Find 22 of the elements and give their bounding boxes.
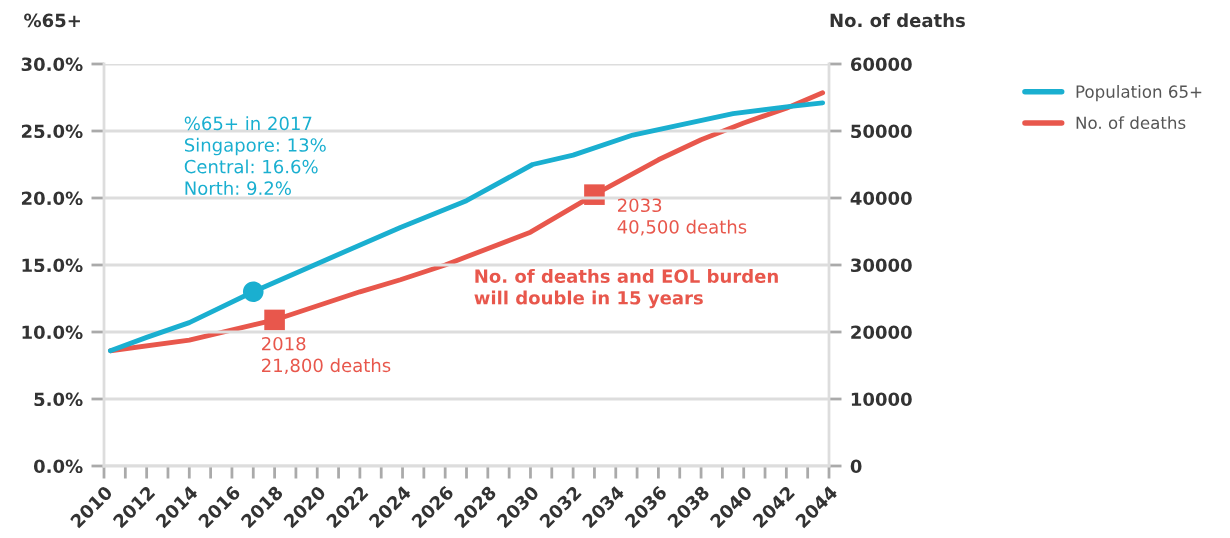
- annotation: 2018 21,800 deaths: [262, 336, 391, 375]
- y-tick-label: 30.0%: [21, 57, 83, 72]
- annotation: 2033 40,500 deaths: [617, 198, 747, 236]
- y-tick-label: 15.0%: [22, 258, 83, 273]
- y-tick-label: 0.0%: [33, 459, 83, 474]
- legend-label: No. of deaths: [1076, 116, 1186, 130]
- y-tick-label: 5.0%: [34, 392, 83, 407]
- y-tick-label: 10.0%: [22, 325, 83, 340]
- legend-label: Population 65+: [1076, 85, 1202, 102]
- y-tick-label: 25.0%: [21, 124, 83, 139]
- y-tick-label: 20.0%: [21, 191, 83, 206]
- y2-tick-label: 30000: [851, 258, 912, 273]
- y2-tick-label: 0: [850, 459, 862, 474]
- annotation: No. of deaths and EOL burden will double in 15 years: [474, 269, 778, 309]
- y2-tick-label: 60000: [850, 57, 912, 72]
- y2-tick-label: 40000: [850, 191, 912, 206]
- y2-axis-title: No. of deaths: [830, 13, 965, 28]
- annotation: %65+ in 2017 Singapore: 13% Central: 16.6% North: 9.2%: [184, 116, 326, 196]
- y2-tick-label: 20000: [851, 325, 912, 340]
- y2-tick-label: 50000: [851, 124, 912, 139]
- y-axis-title: %65+: [24, 13, 80, 28]
- y2-tick-label: 10000: [851, 392, 912, 407]
